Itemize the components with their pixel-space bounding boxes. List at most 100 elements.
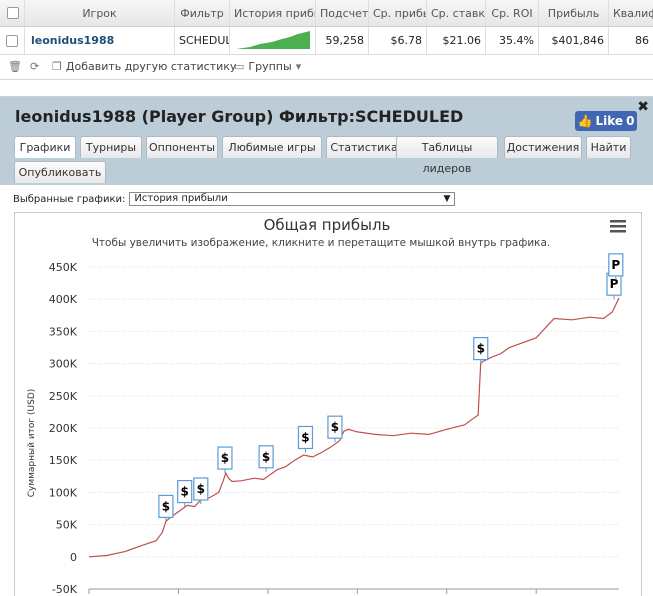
header-player[interactable]: Игрок [25, 0, 175, 26]
chart-flag-marker[interactable]: $ [473, 336, 489, 364]
flag-box [158, 494, 174, 518]
tab-statistics[interactable]: Статистика [326, 136, 402, 158]
y-tick-label: 200K [49, 422, 78, 435]
chevron-down-icon: ▾ [295, 60, 302, 73]
chart-flag-marker[interactable]: $ [217, 446, 233, 474]
header-profit-history[interactable]: История прибыли [230, 0, 316, 26]
close-icon[interactable]: ✖ [637, 99, 649, 115]
flag-label: $ [197, 482, 205, 496]
player-panel: leonidus1988 (Player Group) Фильтр:SCHED… [0, 96, 653, 596]
tab-leaderboards[interactable]: Таблицы лидеров [396, 136, 498, 175]
groups-label: Группы [248, 60, 292, 73]
count-cell: 59,258 [316, 27, 369, 54]
header-filter[interactable]: Фильтр [175, 0, 230, 26]
table-row[interactable]: leonidus1988 SCHEDULED 59,258 $6.78 $21.… [0, 27, 653, 55]
tab-opponents[interactable]: Оппоненты [146, 136, 218, 158]
flag-label: $ [262, 450, 270, 464]
avg-roi-cell: 35.4% [486, 27, 539, 54]
y-tick-label: 300K [49, 358, 78, 371]
player-link[interactable]: leonidus1988 [31, 34, 115, 47]
tab-tournaments[interactable]: Турниры [80, 136, 142, 158]
charts-select[interactable]: История прибыли ▼ [129, 192, 456, 206]
dropdown-arrow-icon: ▼ [443, 194, 451, 204]
flag-box [297, 425, 314, 450]
row-checkbox[interactable] [6, 35, 18, 47]
avg-profit-cell: $6.78 [369, 27, 427, 54]
header-avg-profit[interactable]: Ср. прибыль [369, 0, 427, 26]
folder-icon: ▭ [234, 60, 245, 73]
like-button[interactable]: 👍 Like 0 [575, 111, 637, 131]
header-profit[interactable]: Прибыль [539, 0, 609, 26]
copy-icon: ❐ [52, 60, 62, 73]
chart-title: Общая прибыль [264, 216, 391, 234]
chart-flag-marker[interactable]: $ [297, 425, 314, 453]
thumbs-up-icon: 👍 [577, 114, 593, 128]
header-qualif[interactable]: Квалиф [613, 7, 653, 20]
tab-find[interactable]: Найти [586, 136, 631, 158]
flag-box [327, 415, 343, 439]
add-stats-button[interactable]: ❐ Добавить другую статистику [52, 60, 236, 73]
charts-selector-row: Выбранные графики: История прибыли ▼ [13, 192, 456, 206]
delete-icon[interactable]: 🗑 [8, 60, 22, 73]
y-tick-label: -50K [52, 583, 78, 596]
flag-box [193, 477, 209, 501]
flag-label: $ [162, 499, 170, 513]
tab-achievements[interactable]: Достижения [504, 136, 582, 158]
header-avg-roi[interactable]: Ср. ROI [486, 0, 539, 26]
chart-flag-marker[interactable]: P [606, 272, 622, 300]
y-tick-label: 400K [49, 293, 78, 306]
sparkline-svg [236, 31, 310, 49]
profit-line[interactable] [88, 297, 620, 558]
flag-box [177, 479, 193, 504]
table-header: Игрок Фильтр История прибыли Подсчет Ср.… [0, 0, 653, 27]
flag-label: $ [301, 430, 309, 444]
flag-box [217, 446, 233, 470]
flag-box [608, 253, 624, 277]
tab-charts[interactable]: Графики [14, 136, 76, 158]
refresh-icon[interactable]: ⟳ [30, 60, 40, 73]
hamburger-menu-icon[interactable] [610, 220, 626, 233]
flag-label: P [611, 258, 620, 272]
y-tick-label: 150K [49, 454, 78, 467]
chart-markers: $ $ $ $ $ $ $ $ PP [158, 253, 624, 522]
chart-flag-marker[interactable]: $ [158, 494, 174, 522]
header-count[interactable]: Подсчет [316, 0, 369, 26]
profit-chart-svg[interactable]: Общая прибыль Чтобы увеличить изображени… [15, 213, 643, 596]
flag-label: $ [181, 485, 189, 499]
qualif-cell: 86 [635, 34, 649, 47]
y-tick-label: 250K [49, 390, 78, 403]
flag-label: $ [331, 420, 339, 434]
chart-flag-marker[interactable]: $ [327, 415, 343, 443]
chart-flag-marker[interactable]: $ [258, 445, 274, 472]
y-tick-label: 0 [70, 551, 77, 564]
chart-y-axis-label: Суммарный итог (USD) [27, 389, 37, 498]
chart-flag-marker[interactable]: $ [193, 477, 209, 504]
y-tick-label: 100K [49, 486, 78, 499]
filter-cell: SCHEDULED [175, 27, 230, 54]
charts-body: Выбранные графики: История прибыли ▼ Общ… [0, 185, 653, 596]
flag-label: $ [221, 451, 229, 465]
chart-grid [89, 266, 619, 590]
y-tick-label: 450K [49, 261, 78, 274]
chart-subtitle: Чтобы увеличить изображение, кликните и … [92, 237, 551, 249]
profit-chart[interactable]: Общая прибыль Чтобы увеличить изображени… [14, 212, 642, 596]
groups-button[interactable]: ▭ Группы ▾ [234, 60, 301, 73]
chart-flag-marker[interactable]: $ [177, 479, 193, 507]
like-label: Like [595, 114, 624, 128]
chart-y-ticks: -50K 0 50K 100K 150K 200K 250K 300K 350K 400K 450K [49, 261, 78, 596]
stats-table: Игрок Фильтр История прибыли Подсчет Ср.… [0, 0, 653, 80]
header-select-all[interactable] [0, 0, 25, 26]
row-select[interactable] [0, 27, 25, 54]
tab-publish[interactable]: Опубликовать [14, 161, 106, 183]
chart-flag-marker[interactable]: P [608, 253, 624, 280]
header-avg-stake[interactable]: Ср. ставка [427, 0, 486, 26]
chart-x-ticks: 0k10k20k30k40k50k [82, 588, 619, 596]
y-tick-label: 350K [49, 325, 78, 338]
sparkline-area [236, 31, 310, 49]
flag-box [473, 336, 489, 361]
select-all-checkbox[interactable] [7, 7, 19, 19]
profit-sparkline [230, 27, 316, 54]
avg-stake-cell: $21.06 [427, 27, 486, 54]
charts-select-value: История прибыли [134, 193, 228, 204]
tab-favorite-games[interactable]: Любимые игры [222, 136, 322, 158]
